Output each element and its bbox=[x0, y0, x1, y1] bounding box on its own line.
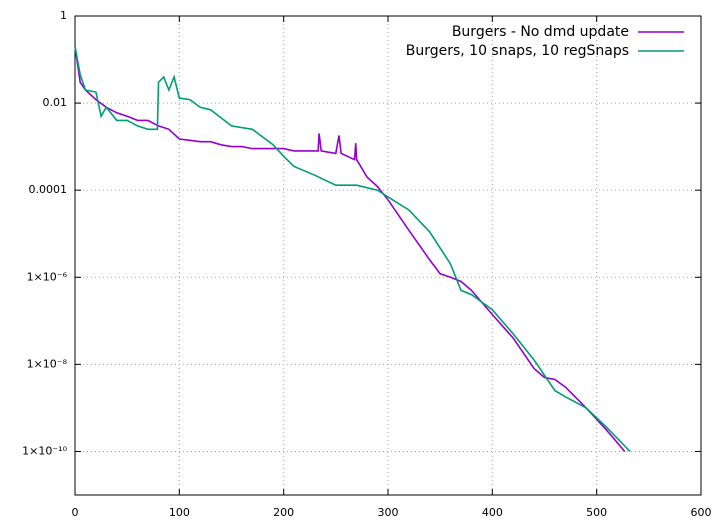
y-tick-label: 1×10⁻⁶ bbox=[27, 270, 68, 283]
x-tick-label: 100 bbox=[169, 506, 190, 519]
x-tick-label: 500 bbox=[586, 506, 607, 519]
y-tick-label: 1×10⁻⁸ bbox=[27, 357, 68, 370]
y-tick-label: 1 bbox=[60, 9, 67, 22]
plot-frame bbox=[74, 15, 702, 496]
x-tick-label: 300 bbox=[378, 506, 399, 519]
x-tick-label: 400 bbox=[482, 506, 503, 519]
x-tick-label: 0 bbox=[72, 506, 79, 519]
series-line bbox=[74, 46, 626, 453]
legend-label: Burgers - No dmd update bbox=[452, 24, 629, 40]
series-line bbox=[74, 46, 631, 453]
y-tick-label: 0.01 bbox=[43, 96, 68, 109]
x-tick-label: 600 bbox=[691, 506, 712, 519]
y-tick-label: 0.0001 bbox=[29, 183, 68, 196]
legend-label: Burgers, 10 snaps, 10 regSnaps bbox=[406, 43, 629, 59]
y-tick-label: 1×10⁻¹⁰ bbox=[22, 444, 67, 457]
x-tick-label: 200 bbox=[273, 506, 294, 519]
